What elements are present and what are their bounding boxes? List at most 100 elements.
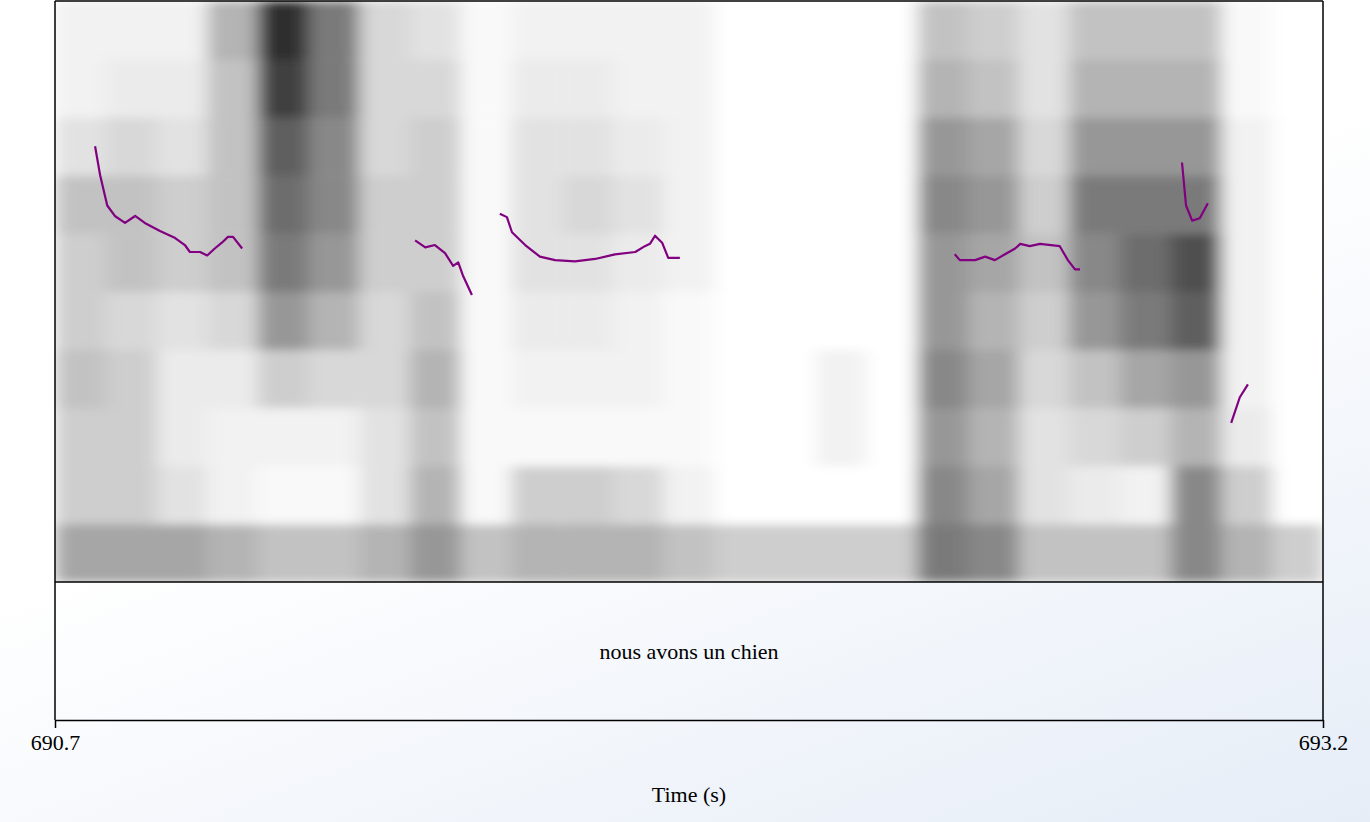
spectrogram-cell — [765, 117, 816, 176]
spectrogram-cell — [1171, 524, 1222, 582]
spectrogram-cell — [1222, 59, 1273, 118]
spectrogram-cell — [410, 408, 461, 467]
spectrogram-cell — [1019, 408, 1070, 467]
spectrogram-cell — [156, 1, 207, 60]
spectrogram-cell — [106, 117, 157, 176]
spectrogram-cell — [867, 233, 918, 292]
spectrogram-cell — [968, 175, 1019, 234]
spectrogram-cell — [765, 59, 816, 118]
spectrogram-cell — [207, 408, 258, 467]
spectrogram-cell — [664, 233, 715, 292]
spectrogram-cell — [258, 524, 309, 582]
spectrogram-cell — [156, 117, 207, 176]
frame — [55, 1, 1323, 720]
spectrogram-cell — [917, 524, 968, 582]
spectrogram-cell — [258, 1, 309, 60]
spectrogram-cell — [867, 408, 918, 467]
spectrogram-cell — [1120, 524, 1171, 582]
spectrogram-cell — [765, 350, 816, 409]
spectrogram-cell — [359, 59, 410, 118]
spectrogram-cell — [410, 524, 461, 582]
spectrogram-cell — [1069, 59, 1120, 118]
spectrogram-cell — [562, 408, 613, 467]
spectrogram-cell — [309, 233, 360, 292]
spectrogram-cell — [664, 292, 715, 351]
spectrogram-cell — [1019, 466, 1070, 525]
spectrogram-cell — [156, 350, 207, 409]
spectrogram-cell — [1222, 117, 1273, 176]
spectrogram-cell — [714, 117, 765, 176]
tier-text: nous avons un chien — [599, 639, 778, 664]
spectrogram-cell — [207, 175, 258, 234]
x-axis: 690.7693.2 — [31, 720, 1349, 755]
x-tick: 690.7 — [31, 720, 81, 755]
spectrogram-cell — [816, 233, 867, 292]
spectrogram-cell — [511, 408, 562, 467]
spectrogram-cell — [1120, 292, 1171, 351]
spectrogram-cell — [156, 59, 207, 118]
spectrogram-cell — [562, 233, 613, 292]
spectrogram-cell — [55, 350, 106, 409]
spectrogram-cell — [309, 466, 360, 525]
spectrogram-cell — [55, 233, 106, 292]
spectrogram-cell — [1272, 466, 1323, 525]
spectrogram-cell — [714, 524, 765, 582]
spectrogram-cell — [511, 524, 562, 582]
spectrogram-cell — [359, 292, 410, 351]
spectrogram-cell — [1272, 233, 1323, 292]
spectrogram-cell — [867, 350, 918, 409]
spectrogram-cell — [613, 175, 664, 234]
spectrogram-cell — [1069, 292, 1120, 351]
spectrogram-cell — [207, 350, 258, 409]
spectrogram-cell — [55, 1, 106, 60]
spectrogram-cell — [917, 233, 968, 292]
spectrogram-cell — [968, 59, 1019, 118]
x-tick-label: 690.7 — [31, 730, 81, 755]
spectrogram-cell — [461, 466, 512, 525]
spectrogram-cell — [55, 59, 106, 118]
spectrogram-cell — [867, 292, 918, 351]
spectrogram-cell — [968, 1, 1019, 60]
spectrogram-cell — [765, 524, 816, 582]
spectrogram-cell — [816, 175, 867, 234]
spectrogram-cell — [1019, 524, 1070, 582]
spectrogram-cell — [968, 524, 1019, 582]
spectrogram-cell — [1171, 350, 1222, 409]
spectrogram-cell — [461, 408, 512, 467]
spectrogram-cell — [1120, 233, 1171, 292]
spectrogram-cell — [1222, 1, 1273, 60]
spectrogram-cell — [258, 59, 309, 118]
spectrogram-cell — [968, 350, 1019, 409]
spectrogram-cell — [714, 292, 765, 351]
spectrogram-cell — [1171, 408, 1222, 467]
spectrogram-cell — [816, 350, 867, 409]
spectrogram-cell — [156, 292, 207, 351]
spectrogram-cell — [1171, 1, 1222, 60]
spectrogram-cell — [258, 408, 309, 467]
spectrogram-cell — [1069, 524, 1120, 582]
spectrogram-cell — [156, 524, 207, 582]
spectrogram-cell — [1222, 233, 1273, 292]
spectrogram-cell — [867, 1, 918, 60]
spectrogram-cell — [816, 117, 867, 176]
spectrogram-cell — [1272, 292, 1323, 351]
spectrogram-cell — [562, 524, 613, 582]
spectrogram-cell — [816, 1, 867, 60]
plot-background — [55, 1, 1323, 582]
spectrogram-cell — [258, 117, 309, 176]
spectrogram-cell — [1019, 117, 1070, 176]
spectrogram-cell — [106, 233, 157, 292]
spectrogram-cell — [917, 292, 968, 351]
spectrogram-cell — [106, 466, 157, 525]
spectrogram-cell — [562, 1, 613, 60]
spectrogram-cell — [613, 233, 664, 292]
spectrogram-cell — [968, 466, 1019, 525]
spectrogram-cell — [207, 233, 258, 292]
spectrogram-cell — [562, 59, 613, 118]
spectrogram-cell — [55, 466, 106, 525]
spectrogram-cell — [714, 350, 765, 409]
spectrogram-cell — [1222, 175, 1273, 234]
spectrogram-cell — [613, 408, 664, 467]
spectrogram-cell — [1272, 175, 1323, 234]
spectrogram-cell — [562, 292, 613, 351]
